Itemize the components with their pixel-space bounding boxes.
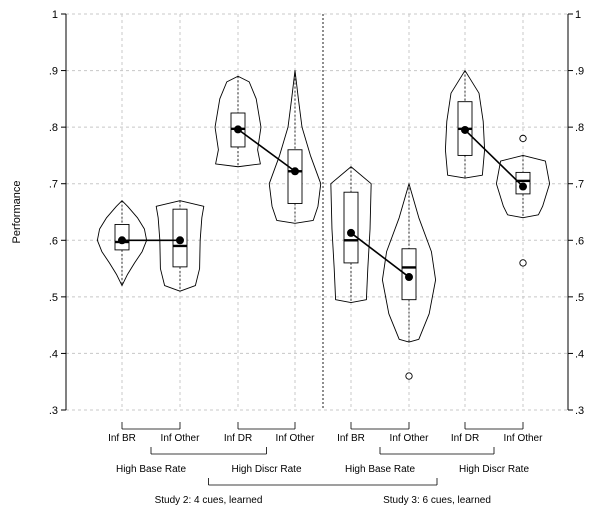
mean-point xyxy=(176,236,184,245)
mean-point xyxy=(291,167,299,176)
outlier-point xyxy=(519,259,527,267)
group-label: Inf Other xyxy=(504,433,544,444)
y-tick-label-right: .6 xyxy=(575,235,584,247)
outlier-point xyxy=(405,372,413,380)
condition-label: High Base Rate xyxy=(116,464,186,475)
pair-bracket xyxy=(121,422,181,430)
condition-label: High Discr Rate xyxy=(231,464,301,475)
group-label: Inf Other xyxy=(161,433,201,444)
y-tick-label-left: .7 xyxy=(49,179,58,191)
y-tick-label-right: .9 xyxy=(575,66,584,78)
y-tick-label-right: .7 xyxy=(575,179,584,191)
group-label: Inf BR xyxy=(108,433,136,444)
y-axis-title: Performance xyxy=(11,181,23,244)
group-label: Inf Other xyxy=(276,433,316,444)
mean-point xyxy=(118,236,126,245)
grid-layer xyxy=(66,13,568,411)
pair-bracket xyxy=(464,422,524,430)
mean-connector xyxy=(464,129,524,188)
iqr-box xyxy=(343,191,359,264)
violin-layer xyxy=(96,70,551,380)
pair-bracket xyxy=(237,422,296,430)
axis-layer: .3 .3 .4 .4 .5 .5 .6 .6 .7 .7 .8 .8 .9 .9 1 1 Performanc… xyxy=(11,9,584,417)
y-tick-label-right: .3 xyxy=(575,405,584,417)
mean-point xyxy=(234,125,242,134)
y-tick-label-right: .5 xyxy=(575,292,584,304)
mean-point xyxy=(519,182,527,191)
y-tick-label-right: .4 xyxy=(575,348,584,360)
group-label: Inf Other xyxy=(390,433,430,444)
group-label: Inf DR xyxy=(224,433,252,444)
group-label: Inf DR xyxy=(451,433,479,444)
y-tick-label-left: .5 xyxy=(49,292,58,304)
y-tick-label-left: 1 xyxy=(52,9,58,21)
mean-point xyxy=(347,228,355,237)
mean-layer xyxy=(118,125,527,282)
bracket-layer: Inf BR Inf Other Inf DR Inf Other Inf BR Inf … xyxy=(108,422,543,506)
condition-label: High Discr Rate xyxy=(459,464,529,475)
y-tick-label-left: .4 xyxy=(49,348,58,360)
mean-connector xyxy=(237,128,296,172)
y-tick-label-left: .9 xyxy=(49,66,58,78)
pair-bracket xyxy=(350,422,410,430)
mean-connector xyxy=(350,232,410,278)
iqr-box xyxy=(287,149,303,204)
study-label: Study 2: 4 cues, learned xyxy=(155,495,263,506)
y-tick-label-right: 1 xyxy=(575,9,581,21)
study-bracket xyxy=(208,478,438,486)
study-label: Study 3: 6 cues, learned xyxy=(383,495,491,506)
y-tick-label-right: .8 xyxy=(575,122,584,134)
mean-point xyxy=(405,273,413,282)
mean-point xyxy=(461,125,469,134)
y-tick-label-left: .3 xyxy=(49,405,58,417)
y-tick-label-left: .8 xyxy=(49,122,58,134)
condition-bracket xyxy=(379,447,495,455)
outlier-point xyxy=(519,134,527,143)
condition-label: High Base Rate xyxy=(345,464,415,475)
condition-bracket xyxy=(150,447,267,455)
group-label: Inf BR xyxy=(337,433,365,444)
y-tick-label-left: .6 xyxy=(49,235,58,247)
